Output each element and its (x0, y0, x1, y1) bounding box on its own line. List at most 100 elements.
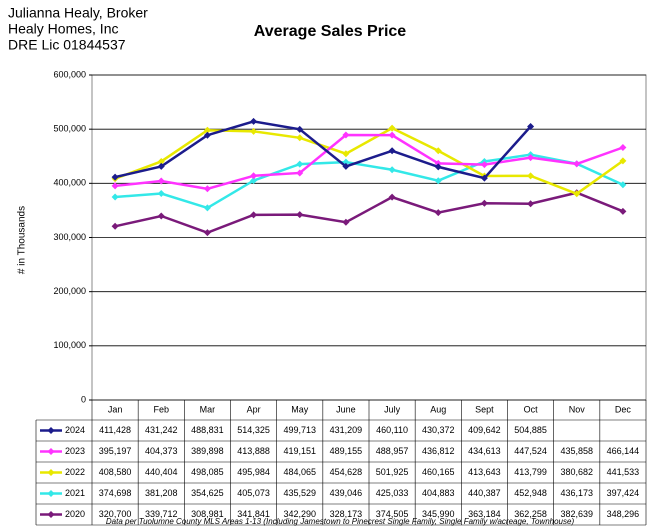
legend-marker (47, 427, 55, 434)
data-point (480, 161, 488, 169)
data-point (388, 131, 396, 139)
table-cell: 431,209 (330, 425, 363, 435)
y-tick-label: 300,000 (53, 232, 86, 242)
data-point (527, 154, 535, 162)
table-cell: 447,524 (514, 446, 547, 456)
table-cell: 374,505 (376, 509, 409, 519)
table-cell: 380,682 (560, 467, 593, 477)
table-cell: 354,625 (191, 488, 224, 498)
table-cell: 488,831 (191, 425, 224, 435)
table-cell: 425,033 (376, 488, 409, 498)
table-cell: 404,373 (145, 446, 178, 456)
table-cell: 514,325 (237, 425, 270, 435)
data-point (434, 209, 442, 217)
data-point (111, 222, 119, 230)
table-cell: 435,529 (283, 488, 316, 498)
data-point (342, 150, 350, 158)
legend-marker (47, 490, 55, 497)
x-tick-label: Aug (430, 404, 446, 414)
data-point (250, 117, 258, 125)
table-cell: 452,948 (514, 488, 547, 498)
data-point (619, 157, 627, 165)
x-tick-label: May (291, 404, 309, 414)
header-line: Healy Homes, Inc (8, 21, 118, 37)
x-tick-label: Sept (475, 404, 494, 414)
table-cell: 381,208 (145, 488, 178, 498)
table-cell: 501,925 (376, 467, 409, 477)
series-line (114, 133, 624, 191)
table-cell: 440,404 (145, 467, 178, 477)
data-point (157, 190, 165, 198)
data-point (296, 211, 304, 219)
table-cell: 436,173 (560, 488, 593, 498)
data-point (342, 131, 350, 139)
data-point (527, 123, 535, 131)
header-line: Julianna Healy, Broker (8, 5, 148, 21)
data-point (527, 200, 535, 208)
data-point (203, 185, 211, 193)
data-point (388, 124, 396, 132)
y-tick-label: 600,000 (53, 69, 86, 79)
table-cell: 363,184 (468, 509, 501, 519)
data-point (573, 160, 581, 168)
table-cell: 382,639 (560, 509, 593, 519)
table-cell: 439,046 (330, 488, 363, 498)
data-point (157, 157, 165, 165)
data-point (619, 144, 627, 152)
data-point (203, 204, 211, 212)
data-point (296, 169, 304, 177)
legend-label: 2023 (65, 446, 85, 456)
data-point (203, 131, 211, 139)
series-line (114, 153, 624, 210)
y-tick-label: 200,000 (53, 286, 86, 296)
table-cell: 342,290 (283, 509, 316, 519)
legend-marker (47, 469, 55, 476)
data-point (434, 163, 442, 171)
data-point (480, 199, 488, 207)
y-axis-label: # in Thousands (17, 206, 28, 274)
table-cell: 495,984 (237, 467, 270, 477)
legend-marker (47, 511, 55, 518)
legend-label: 2022 (65, 467, 85, 477)
data-point (203, 126, 211, 134)
table-cell: 431,242 (145, 425, 178, 435)
data-point (111, 173, 119, 181)
table-cell: 405,073 (237, 488, 270, 498)
table-cell: 413,888 (237, 446, 270, 456)
series-line (114, 120, 532, 180)
header-line: DRE Lic 01844537 (8, 37, 126, 53)
y-tick-label: 0 (81, 394, 86, 404)
y-tick-label: 500,000 (53, 124, 86, 134)
table-cell: 408,580 (99, 467, 132, 477)
table-cell: 504,885 (514, 425, 547, 435)
table-cell: 374,698 (99, 488, 132, 498)
data-point (480, 174, 488, 182)
data-point (619, 207, 627, 215)
table-cell: 436,812 (422, 446, 455, 456)
data-point (296, 125, 304, 133)
data-point (573, 190, 581, 198)
table-cell: 389,898 (191, 446, 224, 456)
legend-label: 2021 (65, 488, 85, 498)
table-cell: 435,858 (560, 446, 593, 456)
table-cell: 328,173 (330, 509, 363, 519)
table-cell: 345,990 (422, 509, 455, 519)
table-cell: 413,799 (514, 467, 547, 477)
x-tick-label: June (336, 404, 356, 414)
y-tick-label: 400,000 (53, 178, 86, 188)
data-point (434, 177, 442, 185)
data-point (296, 160, 304, 168)
data-point (111, 182, 119, 190)
table-cell: 404,883 (422, 488, 455, 498)
data-point (250, 172, 258, 180)
y-tick-label: 100,000 (53, 340, 86, 350)
data-point (342, 162, 350, 170)
table-cell: 430,372 (422, 425, 455, 435)
x-tick-label: Jan (108, 404, 123, 414)
table-cell: 460,165 (422, 467, 455, 477)
table-cell: 499,713 (283, 425, 316, 435)
table-cell: 411,428 (99, 425, 131, 435)
data-point (296, 134, 304, 142)
table-cell: 320,700 (99, 509, 132, 519)
